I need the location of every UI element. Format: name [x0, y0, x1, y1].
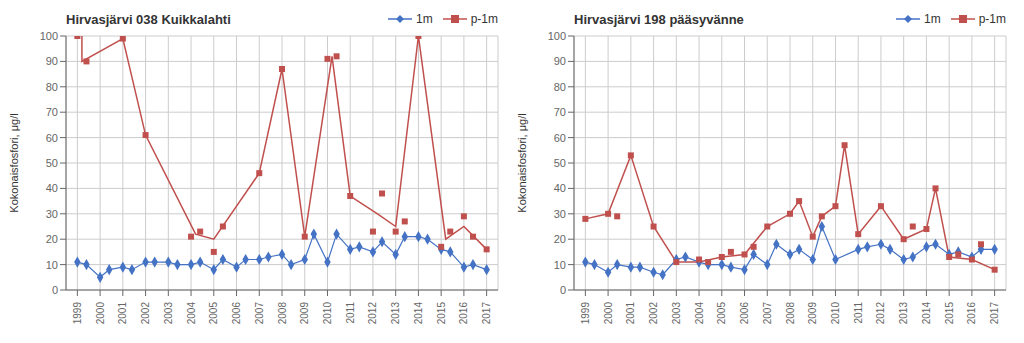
svg-text:20: 20	[554, 233, 566, 245]
svg-text:2013: 2013	[390, 302, 401, 325]
svg-text:90: 90	[554, 55, 566, 67]
svg-text:2017: 2017	[989, 302, 1000, 325]
svg-text:2008: 2008	[785, 302, 796, 325]
svg-text:2003: 2003	[671, 302, 682, 325]
html-text:1m: 1m	[416, 12, 433, 26]
svg-text:0: 0	[560, 284, 566, 296]
svg-text:2012: 2012	[367, 302, 378, 325]
svg-text:2009: 2009	[299, 302, 310, 325]
svg-text:40: 40	[46, 182, 58, 194]
html-text:Hirvasjärvi 198 pääsyvänne: Hirvasjärvi 198 pääsyvänne	[574, 11, 744, 27]
svg-text:2008: 2008	[277, 302, 288, 325]
svg-text:60: 60	[554, 132, 566, 144]
svg-text:Kokonaisfosfori, μg/l: Kokonaisfosfori, μg/l	[8, 113, 20, 212]
svg-text:2016: 2016	[966, 302, 977, 325]
svg-text:2011: 2011	[853, 302, 864, 324]
svg-text:40: 40	[554, 182, 566, 194]
svg-text:10: 10	[554, 259, 566, 271]
svg-text:2001: 2001	[625, 302, 636, 325]
svg-text:2014: 2014	[921, 302, 932, 325]
svg-text:50: 50	[554, 157, 566, 169]
svg-text:2003: 2003	[163, 302, 174, 325]
svg-text:1999: 1999	[72, 302, 83, 325]
svg-text:2009: 2009	[807, 302, 818, 325]
svg-text:2016: 2016	[458, 302, 469, 325]
svg-text:2012: 2012	[875, 302, 886, 325]
svg-text:80: 80	[46, 81, 58, 93]
svg-text:2001: 2001	[117, 302, 128, 325]
html-text:p-1m: p-1m	[978, 12, 1006, 26]
svg-text:1999: 1999	[580, 302, 591, 325]
svg-text:60: 60	[46, 132, 58, 144]
svg-text:0: 0	[52, 284, 58, 296]
svg-text:2013: 2013	[898, 302, 909, 325]
svg-text:30: 30	[554, 208, 566, 220]
svg-text:2000: 2000	[603, 302, 614, 325]
svg-text:30: 30	[46, 208, 58, 220]
svg-text:2014: 2014	[413, 302, 424, 325]
svg-text:2004: 2004	[186, 302, 197, 325]
svg-text:2002: 2002	[648, 302, 659, 325]
svg-text:2006: 2006	[739, 302, 750, 325]
svg-text:20: 20	[46, 233, 58, 245]
svg-text:2005: 2005	[208, 302, 219, 325]
svg-text:50: 50	[46, 157, 58, 169]
svg-text:70: 70	[554, 106, 566, 118]
svg-text:2010: 2010	[830, 302, 841, 325]
svg-text:70: 70	[46, 106, 58, 118]
svg-text:100: 100	[548, 30, 566, 42]
svg-text:Kokonaisfosfori, μg/l: Kokonaisfosfori, μg/l	[516, 113, 528, 212]
html-text:Hirvasjärvi 038 Kuikkalahti: Hirvasjärvi 038 Kuikkalahti	[66, 11, 231, 27]
svg-text:2007: 2007	[762, 302, 773, 325]
svg-text:2006: 2006	[231, 302, 242, 325]
svg-text:100: 100	[40, 30, 58, 42]
svg-text:2017: 2017	[481, 302, 492, 325]
html-text:p-1m: p-1m	[470, 12, 498, 26]
svg-text:2000: 2000	[95, 302, 106, 325]
svg-text:2010: 2010	[322, 302, 333, 325]
svg-text:10: 10	[46, 259, 58, 271]
svg-text:2007: 2007	[254, 302, 265, 325]
svg-text:80: 80	[554, 81, 566, 93]
html-text:1m: 1m	[924, 12, 941, 26]
svg-text:2002: 2002	[140, 302, 151, 325]
svg-text:2005: 2005	[716, 302, 727, 325]
svg-text:2015: 2015	[436, 302, 447, 325]
svg-text:90: 90	[46, 55, 58, 67]
svg-text:2015: 2015	[944, 302, 955, 325]
svg-text:2004: 2004	[694, 302, 705, 325]
svg-text:2011: 2011	[345, 302, 356, 324]
